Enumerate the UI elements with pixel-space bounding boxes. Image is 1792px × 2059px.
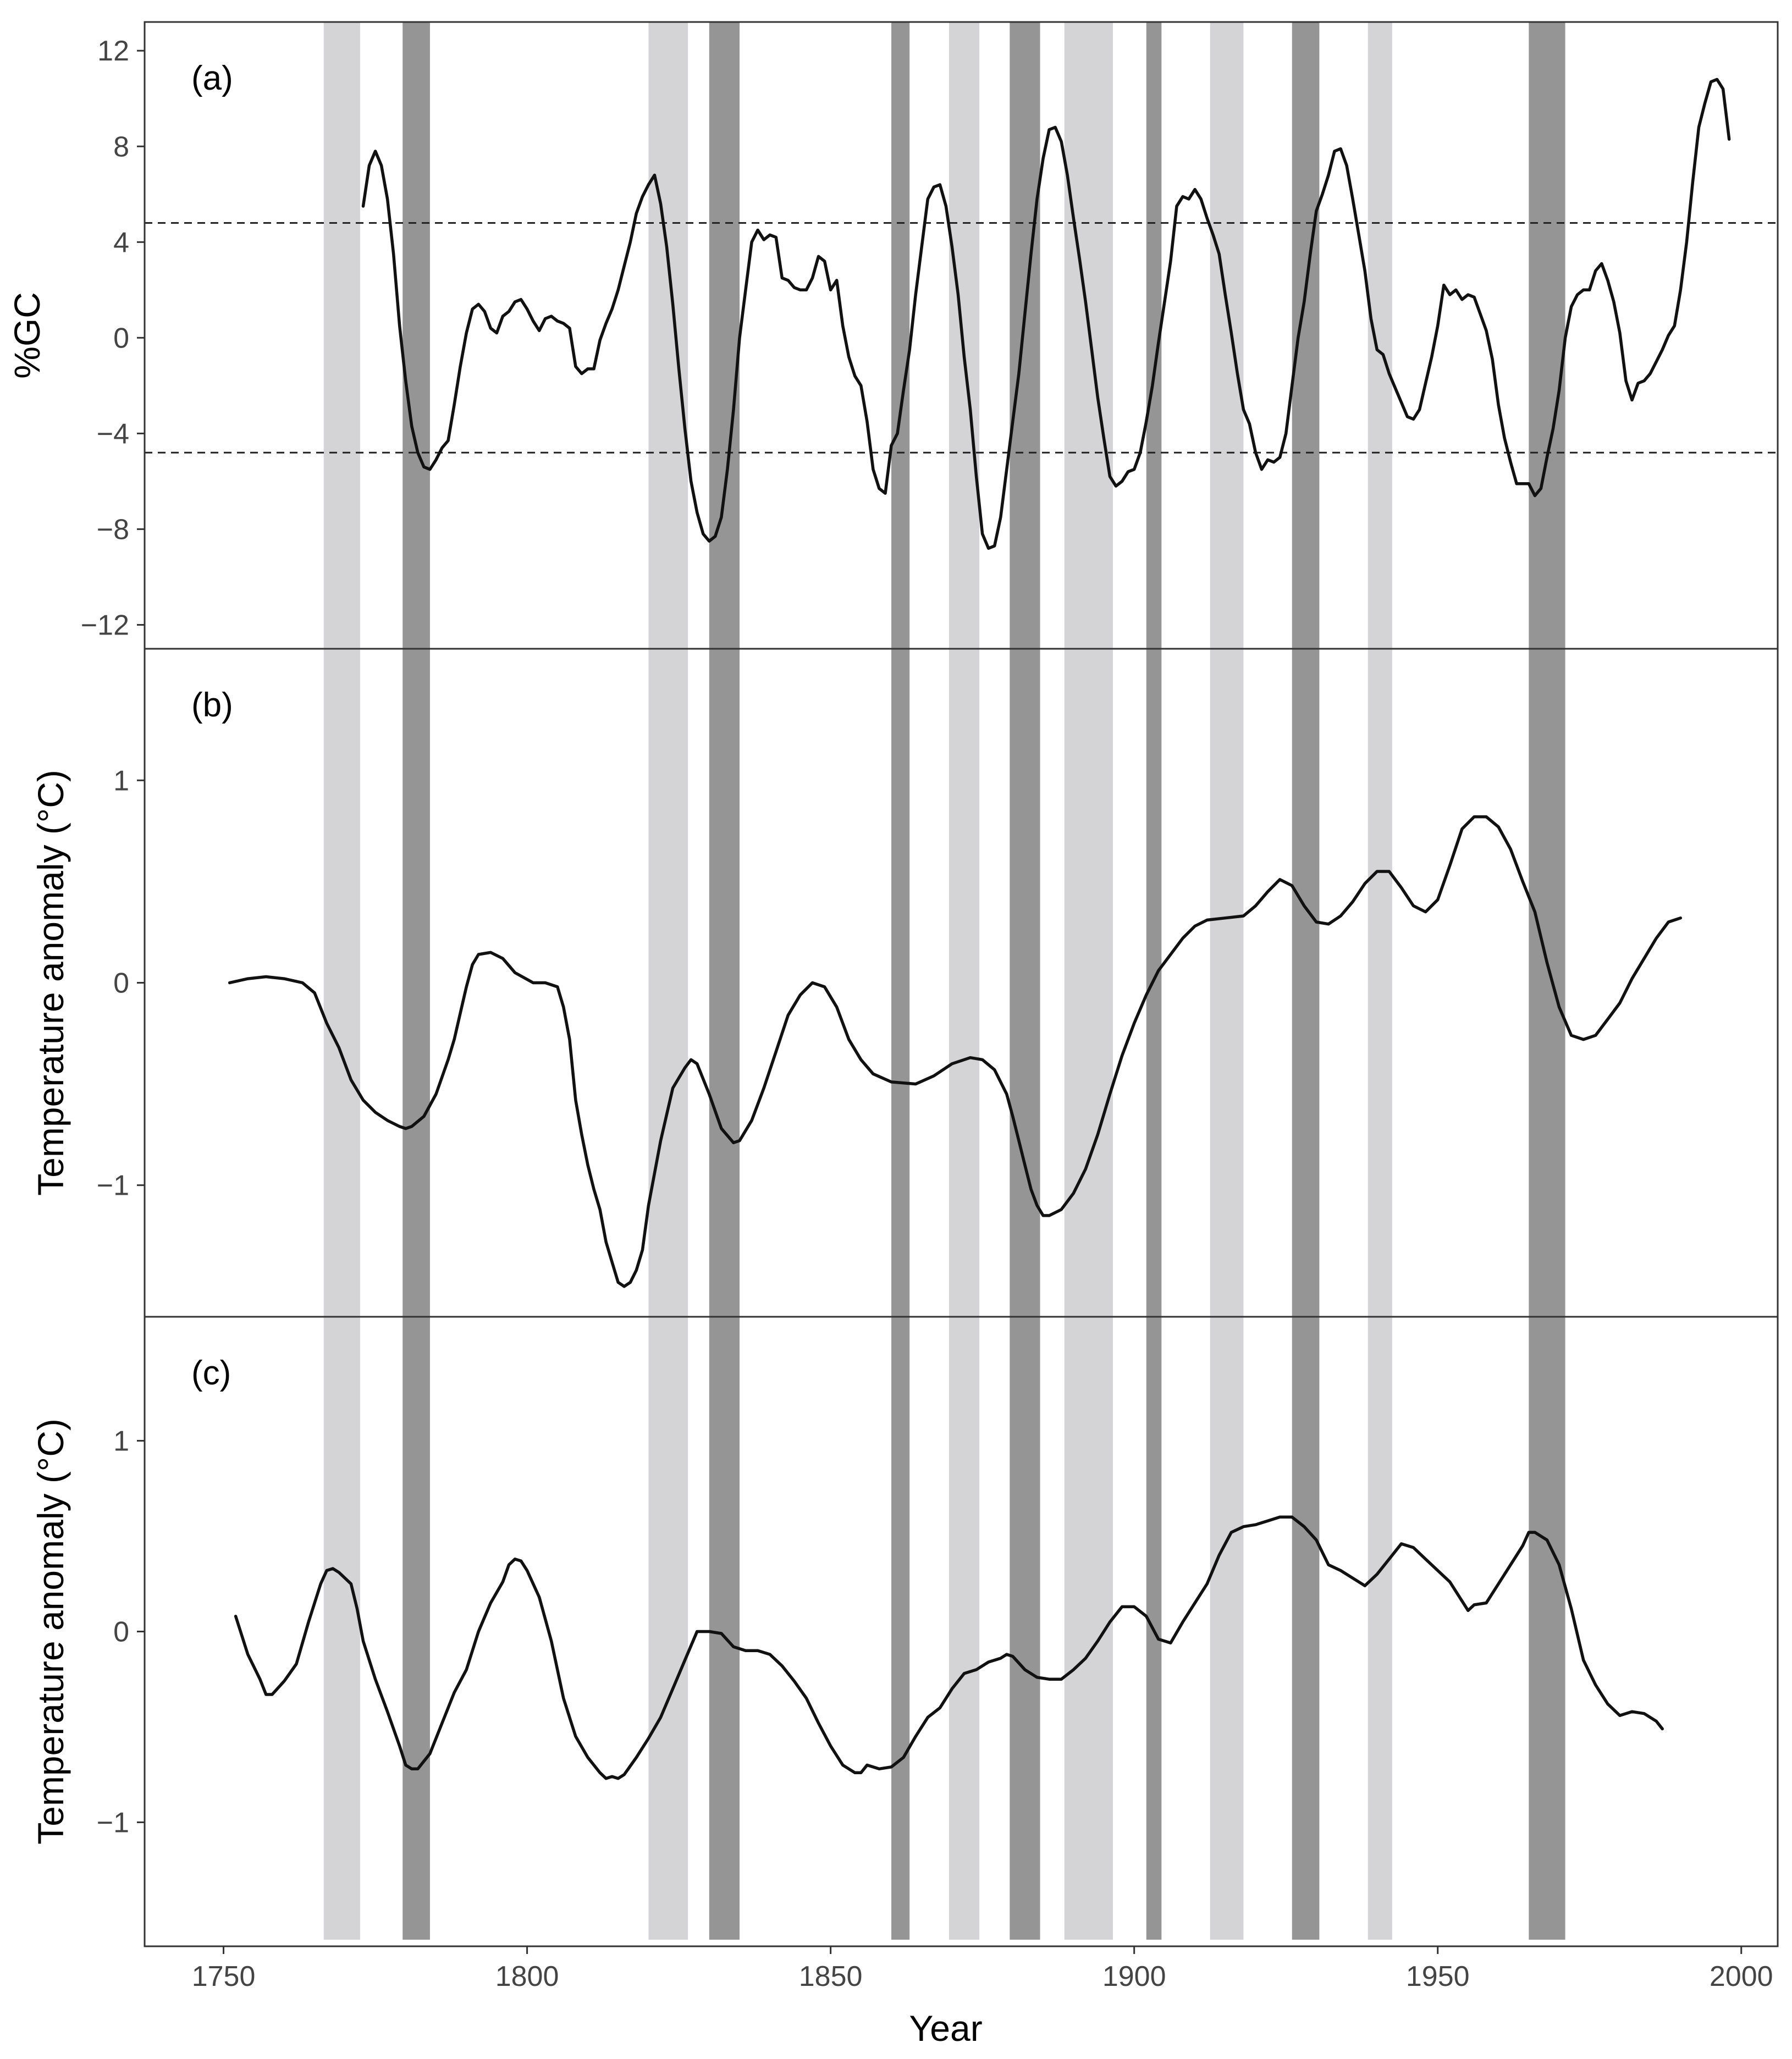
panel-c-y-tick-label: 1	[113, 1426, 129, 1458]
dark-band-6	[1292, 22, 1320, 1940]
light-band-4	[1064, 22, 1113, 1940]
x-tick-label: 1950	[1406, 1961, 1470, 1992]
panel-a-y-tick-label: −12	[81, 609, 129, 641]
panel-b-label: (b)	[191, 686, 233, 724]
panel-a-y-tick-label: −8	[97, 514, 129, 545]
light-band-1	[323, 22, 360, 1940]
panel-c-y-tick-label: −1	[97, 1807, 129, 1839]
highlight-bands	[323, 22, 1565, 1940]
panel-a-y-tick-label: 8	[113, 131, 129, 163]
panel-c-label: (c)	[191, 1354, 231, 1392]
panel-c-y-axis-title: Temperature anomaly (°C)	[30, 1418, 71, 1845]
light-band-5	[1210, 22, 1244, 1940]
panel-c-y-tick-label: 0	[113, 1616, 129, 1648]
panel-b-y-tick-label: −1	[97, 1170, 129, 1202]
light-band-3	[949, 22, 980, 1940]
reference-lines	[145, 222, 1778, 454]
panel-a-y-tick-label: −4	[97, 418, 129, 450]
series-lines	[228, 78, 1731, 1780]
dark-band-4	[1010, 22, 1040, 1940]
x-tick-label: 2000	[1710, 1961, 1773, 1992]
x-axis-title: Year	[909, 2008, 982, 2049]
axis-ticks: 12 8 4 0 −4 −8 −12 1 0 −1 1 0 −1 1750 1800 1850 1900 1950…	[81, 35, 1773, 1992]
panel-b-y-axis-title: Temperature anomaly (°C)	[30, 770, 71, 1196]
panel-frames	[144, 21, 1779, 1947]
panel-a-y-tick-label: 4	[113, 227, 129, 258]
panel-c-series-line	[234, 1515, 1664, 1780]
dark-band-3	[891, 22, 910, 1940]
panel-b-y-tick-label: 1	[113, 765, 129, 797]
x-tick-label: 1900	[1102, 1961, 1166, 1992]
dark-band-7	[1529, 22, 1565, 1940]
panel-a-label: (a)	[191, 59, 233, 97]
x-tick-label: 1850	[799, 1961, 863, 1992]
panel-a-y-axis-title: %GC	[7, 292, 47, 379]
dark-band-1	[402, 22, 430, 1940]
light-band-2	[648, 22, 688, 1940]
panel-a-series-line	[361, 78, 1731, 550]
x-tick-label: 1750	[192, 1961, 256, 1992]
panel-b-series-line	[228, 815, 1683, 1288]
panel-a-y-tick-label: 0	[113, 322, 129, 354]
panel-a-y-tick-label: 12	[97, 35, 129, 67]
axis-labels: Year (a) %GC (b) Temperature anomaly (°C) (c…	[7, 59, 983, 2049]
dark-band-2	[709, 22, 740, 1940]
light-band-6	[1368, 22, 1392, 1940]
panel-b-y-tick-label: 0	[113, 968, 129, 1000]
x-tick-label: 1800	[495, 1961, 559, 1992]
